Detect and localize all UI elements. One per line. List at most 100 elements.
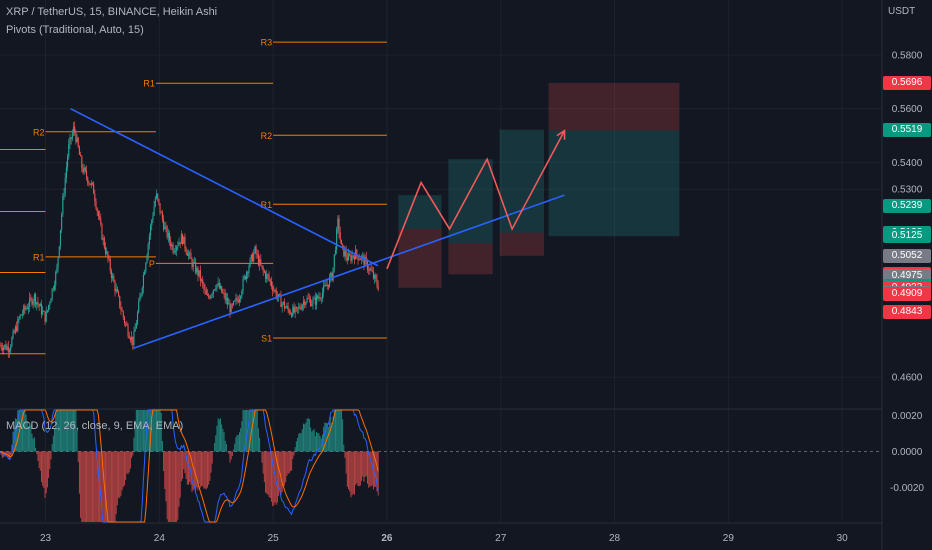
macd-histogram-bar: [107, 451, 109, 522]
macd-histogram-bar: [105, 451, 107, 522]
price-axis: 0.5800 0.5600 0.5400 0.5300 0.4600: [892, 51, 923, 384]
candle-body: [260, 259, 262, 266]
macd-histogram-bar: [145, 410, 147, 452]
candle-body: [305, 302, 307, 306]
macd-histogram-bar: [212, 451, 214, 453]
candle-body: [310, 299, 312, 307]
candle-body: [0, 344, 1, 346]
macd-histogram-bar: [356, 451, 358, 484]
macd-histogram-bar: [211, 451, 213, 464]
candle-body: [240, 296, 242, 299]
candle-body: [53, 285, 56, 290]
macd-histogram-bar: [302, 423, 304, 452]
candle-body: [294, 307, 296, 313]
candle-body: [91, 182, 94, 184]
macd-histogram-bar: [195, 451, 197, 492]
macd-histogram-bar: [184, 451, 186, 474]
macd-histogram-bar: [364, 451, 366, 477]
target-zone: [448, 159, 493, 244]
candle-body: [193, 262, 195, 263]
symbol-legend[interactable]: XRP / TetherUS, 15, BINANCE, Heikin Ashi: [6, 6, 218, 18]
macd-histogram-bar: [75, 410, 77, 452]
macd-histogram-bar: [308, 419, 310, 452]
macd-histogram-bar: [235, 437, 237, 452]
macd-histogram-bar: [310, 427, 312, 452]
macd-legend[interactable]: MACD (12, 26, close, 9, EMA, EMA): [6, 420, 184, 432]
candle-body: [324, 285, 326, 286]
macd-histogram-bar: [48, 451, 50, 478]
stop-zone: [448, 243, 493, 275]
macd-histogram-bar: [63, 410, 65, 452]
macd-histogram-bar: [377, 451, 379, 496]
projected-path[interactable]: [386, 129, 566, 270]
candle-body: [182, 234, 184, 244]
macd-histogram-bar: [331, 422, 333, 452]
macd-histogram-bar: [262, 451, 264, 474]
price-tick-label: 0.5800: [892, 51, 923, 62]
macd-histogram-bar: [153, 410, 155, 452]
macd-histogram-bar: [39, 451, 41, 471]
macd-histogram-bar: [159, 410, 161, 452]
candle-body: [55, 272, 57, 286]
macd-histogram-bar: [76, 430, 78, 452]
candle-body: [206, 294, 209, 296]
candle-body: [126, 323, 128, 326]
candle-body: [170, 241, 172, 247]
macd-histogram-bar: [291, 451, 293, 471]
candle-body: [134, 328, 136, 332]
pivots-legend[interactable]: Pivots (Traditional, Auto, 15): [6, 24, 144, 36]
macd-histogram-bar: [204, 451, 206, 489]
candle-body: [161, 212, 163, 220]
macd-histogram-bar: [252, 410, 254, 452]
candle-body: [93, 183, 95, 194]
candle-body: [244, 276, 246, 280]
macd-histogram-bar: [169, 451, 171, 522]
macd-histogram-bar: [164, 451, 166, 490]
macd-histogram-bar: [210, 451, 212, 473]
macd-histogram-bar: [166, 451, 168, 520]
candle-body: [243, 276, 245, 279]
macd-histogram-bar: [35, 447, 37, 452]
candle-body: [74, 126, 76, 132]
candle-body: [251, 254, 254, 262]
pivot-label: R1: [33, 252, 45, 262]
candle-body: [81, 156, 83, 169]
macd-histogram-bar: [31, 433, 33, 452]
price-badge: 0.5519: [883, 123, 931, 138]
macd-histogram-bar: [286, 451, 288, 477]
macd-histogram-bar: [109, 451, 111, 522]
price-tick-label: 0.5600: [892, 104, 923, 115]
x-tick-label: 29: [723, 533, 735, 544]
trendlines[interactable]: [70, 107, 565, 350]
candle-body: [183, 236, 185, 244]
candle-body: [308, 298, 310, 300]
price-badge: 0.5125: [883, 229, 931, 244]
candle-body: [135, 323, 137, 329]
candle-body: [8, 350, 11, 353]
macd-histogram-bar: [116, 451, 118, 506]
macd-histogram-bar: [25, 414, 27, 452]
macd-histogram-bar: [23, 410, 25, 452]
candle-body: [26, 308, 28, 310]
candle-body: [285, 307, 287, 309]
macd-histogram-bar: [132, 451, 134, 456]
candle-body: [120, 306, 122, 310]
candle-body: [178, 242, 180, 246]
candle-body: [362, 255, 364, 257]
candle-body: [140, 293, 142, 297]
macd-histogram-bar: [185, 451, 187, 480]
candle-body: [20, 314, 22, 316]
candle-body: [299, 306, 301, 309]
candle-body: [5, 344, 7, 350]
macd-histogram-bar: [77, 451, 79, 462]
macd-histogram-bar: [362, 451, 364, 477]
candle-body: [256, 253, 258, 255]
candle-body: [7, 346, 9, 353]
candle-body: [90, 182, 92, 185]
macd-histogram-bar: [26, 421, 28, 452]
macd-histogram-bar: [369, 451, 371, 487]
candle-body: [342, 244, 344, 246]
candle-body: [198, 270, 200, 276]
macd-histogram-bar: [183, 451, 185, 470]
